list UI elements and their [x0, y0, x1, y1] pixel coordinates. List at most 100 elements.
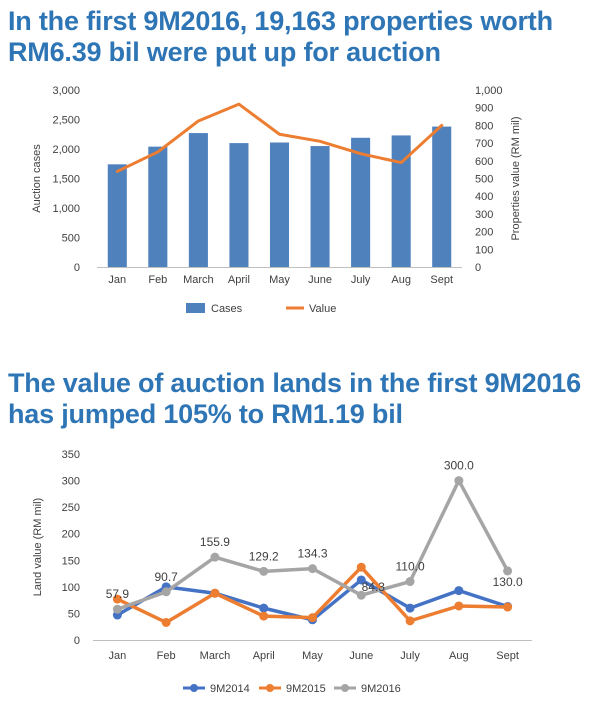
x-tick-label: July — [351, 274, 371, 286]
y-tick-label: 350 — [62, 449, 80, 461]
data-point — [210, 552, 220, 562]
legend-marker-9M2016 — [341, 684, 349, 692]
y-tick-label: 200 — [62, 529, 80, 541]
chart1: 0 500 1,000 1,500 2,000 2,500 3,000 0 100 200 300 4… — [31, 85, 522, 315]
x-tick-label: Aug — [391, 274, 411, 286]
y-tick-label: 0 — [74, 635, 80, 647]
legend-label-9M2014: 9M2014 — [210, 683, 250, 695]
data-point — [308, 613, 317, 623]
y-tick-label: 100 — [62, 582, 80, 594]
legend-label-9M2016: 9M2016 — [361, 683, 401, 695]
data-label: 90.7 — [154, 570, 178, 584]
y2-tick-label: 100 — [475, 244, 493, 256]
x-tick-label: March — [183, 274, 214, 286]
bar — [107, 164, 127, 267]
data-point — [405, 577, 415, 587]
bar — [188, 133, 208, 267]
data-point — [503, 602, 513, 612]
y-tick-label: 2,500 — [52, 115, 80, 127]
y-tick-label: 300 — [62, 476, 80, 488]
data-point — [308, 564, 317, 574]
x-tick-label: Jan — [109, 650, 127, 662]
data-point — [112, 594, 122, 604]
x-tick-label: Jan — [108, 274, 126, 286]
data-point — [356, 575, 366, 585]
data-point — [454, 586, 464, 596]
bar — [391, 135, 411, 267]
data-point — [259, 611, 269, 621]
legend-swatch-cases — [186, 303, 205, 313]
y2-tick-label: 1,000 — [475, 85, 503, 97]
data-point — [405, 616, 415, 626]
data-label: 155.9 — [200, 535, 230, 549]
chart2-title: The value of auction lands in the first … — [8, 368, 581, 429]
y2-tick-label: 0 — [475, 262, 481, 274]
data-point — [454, 476, 464, 486]
y2-tick-label: 300 — [475, 209, 493, 221]
y-tick-label: 150 — [62, 555, 80, 567]
data-label: 130.0 — [493, 575, 523, 589]
data-label: 134.3 — [297, 547, 327, 561]
x-tick-label: March — [200, 650, 231, 662]
y-axis-title: Land value (RM mil) — [32, 498, 44, 596]
y-tick-label: 3,000 — [52, 85, 80, 97]
chart1-title: In the first 9M2016, 19,163 properties w… — [8, 6, 553, 67]
x-tick-label: May — [302, 650, 323, 662]
data-label: 129.2 — [249, 549, 279, 563]
x-tick-label: April — [253, 650, 275, 662]
x-tick-label: July — [400, 650, 420, 662]
y2-tick-label: 400 — [475, 191, 493, 203]
bar — [229, 143, 249, 267]
bar — [310, 146, 330, 267]
x-tick-label: April — [228, 274, 250, 286]
y-tick-label: 500 — [62, 233, 80, 245]
y2-tick-label: 600 — [475, 156, 493, 168]
x-tick-label: Aug — [449, 650, 469, 662]
bar — [351, 137, 371, 267]
data-label: 57.9 — [106, 587, 130, 601]
bar — [148, 146, 168, 267]
data-point — [161, 587, 171, 597]
data-point — [503, 566, 513, 576]
x-tick-label: Sept — [496, 650, 519, 662]
y-tick-label: 50 — [68, 608, 80, 620]
data-point — [356, 590, 366, 600]
legend-label-value: Value — [309, 303, 336, 315]
y2-tick-label: 200 — [475, 227, 493, 239]
bar — [269, 142, 290, 267]
data-point — [210, 588, 220, 598]
x-tick-label: Sept — [430, 274, 453, 286]
y2-axis-title: Properties value (RM mil) — [510, 116, 522, 240]
data-point — [112, 604, 122, 614]
data-point — [405, 603, 415, 613]
y2-tick-label: 800 — [475, 120, 493, 132]
x-tick-label: June — [308, 274, 332, 286]
series-line-9M2016 — [115, 478, 510, 611]
y-axis-title: Auction cases — [31, 144, 43, 213]
chart2: 0 50 100 150 200 250 300 350 Land value (RM mil)… — [32, 449, 532, 695]
legend-marker-9M2015 — [266, 684, 274, 692]
data-point — [161, 617, 171, 627]
data-point — [259, 566, 269, 576]
y2-tick-label: 700 — [475, 138, 493, 150]
y-tick-label: 2,000 — [52, 144, 80, 156]
series-line-value — [115, 102, 444, 173]
data-point — [356, 562, 366, 572]
data-point — [454, 601, 464, 611]
x-tick-label: June — [349, 650, 373, 662]
y2-tick-label: 900 — [475, 103, 493, 115]
x-tick-label: May — [269, 274, 290, 286]
data-label: 110.0 — [395, 560, 424, 574]
legend-label-cases: Cases — [211, 303, 243, 315]
x-tick-label: Feb — [148, 274, 167, 286]
y-tick-label: 250 — [62, 502, 80, 514]
legend-marker-9M2014 — [190, 684, 198, 692]
y2-tick-label: 500 — [475, 174, 493, 186]
x-tick-label: Feb — [157, 650, 176, 662]
y-tick-label: 1,000 — [52, 203, 80, 215]
legend-label-9M2015: 9M2015 — [286, 683, 326, 695]
y-tick-label: 1,500 — [52, 174, 80, 186]
data-label: 300.0 — [444, 459, 474, 473]
data-point — [259, 603, 269, 613]
y-tick-label: 0 — [74, 262, 80, 274]
